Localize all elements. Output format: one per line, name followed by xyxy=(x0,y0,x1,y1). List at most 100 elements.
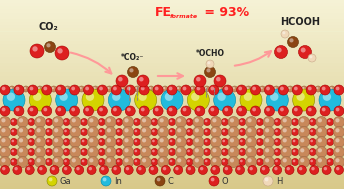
Circle shape xyxy=(228,136,239,147)
Circle shape xyxy=(275,130,278,132)
Circle shape xyxy=(160,128,164,132)
Circle shape xyxy=(187,89,209,111)
Circle shape xyxy=(28,159,35,166)
Circle shape xyxy=(64,140,67,142)
Circle shape xyxy=(221,149,228,156)
Circle shape xyxy=(204,119,211,125)
Circle shape xyxy=(52,116,63,128)
Circle shape xyxy=(336,87,340,90)
Circle shape xyxy=(127,108,131,111)
Circle shape xyxy=(71,87,75,90)
Circle shape xyxy=(212,158,216,162)
Circle shape xyxy=(300,158,304,162)
Circle shape xyxy=(45,129,52,136)
Bar xyxy=(0,151,344,154)
Circle shape xyxy=(170,120,172,122)
Circle shape xyxy=(177,158,181,162)
Circle shape xyxy=(169,139,175,146)
Circle shape xyxy=(240,160,243,162)
Bar xyxy=(0,50,344,53)
Circle shape xyxy=(274,159,281,166)
Circle shape xyxy=(99,160,102,162)
Circle shape xyxy=(148,86,154,92)
Circle shape xyxy=(221,129,228,136)
Circle shape xyxy=(263,156,274,167)
Circle shape xyxy=(298,146,309,157)
Circle shape xyxy=(152,120,155,122)
Circle shape xyxy=(82,140,85,142)
Bar xyxy=(0,164,344,167)
Circle shape xyxy=(301,48,306,53)
Circle shape xyxy=(183,108,186,111)
Circle shape xyxy=(247,138,252,143)
Circle shape xyxy=(300,138,304,143)
Circle shape xyxy=(152,130,155,132)
Circle shape xyxy=(135,160,137,162)
Circle shape xyxy=(124,166,133,174)
Circle shape xyxy=(239,149,246,156)
Circle shape xyxy=(333,146,344,157)
Circle shape xyxy=(36,118,41,122)
Bar xyxy=(0,85,344,88)
Circle shape xyxy=(56,89,78,111)
Circle shape xyxy=(89,167,92,170)
Bar xyxy=(0,38,344,41)
Circle shape xyxy=(316,136,327,147)
Circle shape xyxy=(310,166,319,174)
Circle shape xyxy=(256,149,264,156)
Circle shape xyxy=(278,85,288,95)
Circle shape xyxy=(250,85,260,95)
Circle shape xyxy=(288,87,291,89)
Circle shape xyxy=(256,119,264,125)
Circle shape xyxy=(138,93,147,101)
Circle shape xyxy=(97,106,107,116)
Text: C: C xyxy=(168,177,174,185)
Circle shape xyxy=(265,85,275,95)
Circle shape xyxy=(211,178,215,181)
Circle shape xyxy=(293,130,295,132)
Circle shape xyxy=(149,166,158,174)
Circle shape xyxy=(17,116,28,128)
Circle shape xyxy=(105,116,116,128)
Circle shape xyxy=(82,130,85,132)
Circle shape xyxy=(62,166,71,174)
Circle shape xyxy=(72,158,76,162)
Circle shape xyxy=(318,138,322,143)
Circle shape xyxy=(323,93,331,101)
Circle shape xyxy=(193,116,204,128)
Circle shape xyxy=(223,130,225,132)
Circle shape xyxy=(270,93,278,101)
Circle shape xyxy=(111,85,121,95)
Circle shape xyxy=(310,160,313,162)
Circle shape xyxy=(177,148,181,153)
Circle shape xyxy=(285,166,294,174)
Circle shape xyxy=(64,167,67,170)
Circle shape xyxy=(283,138,287,143)
Circle shape xyxy=(138,167,141,170)
Circle shape xyxy=(327,149,334,156)
Bar xyxy=(0,82,344,85)
Circle shape xyxy=(217,93,226,101)
Bar xyxy=(0,129,344,132)
Bar xyxy=(0,120,344,123)
Circle shape xyxy=(195,118,199,122)
Bar xyxy=(0,145,344,148)
Circle shape xyxy=(211,166,220,174)
Circle shape xyxy=(29,130,32,132)
Circle shape xyxy=(293,140,295,142)
Circle shape xyxy=(186,119,193,125)
Circle shape xyxy=(167,85,177,95)
Circle shape xyxy=(29,160,32,162)
Circle shape xyxy=(116,129,123,136)
Circle shape xyxy=(275,87,277,89)
Circle shape xyxy=(9,86,15,92)
Circle shape xyxy=(266,87,270,90)
Circle shape xyxy=(211,136,222,147)
Circle shape xyxy=(107,148,111,153)
Circle shape xyxy=(256,129,264,136)
Circle shape xyxy=(153,106,163,116)
Circle shape xyxy=(35,156,46,167)
Circle shape xyxy=(1,138,6,143)
Circle shape xyxy=(135,150,137,152)
Circle shape xyxy=(239,159,246,166)
